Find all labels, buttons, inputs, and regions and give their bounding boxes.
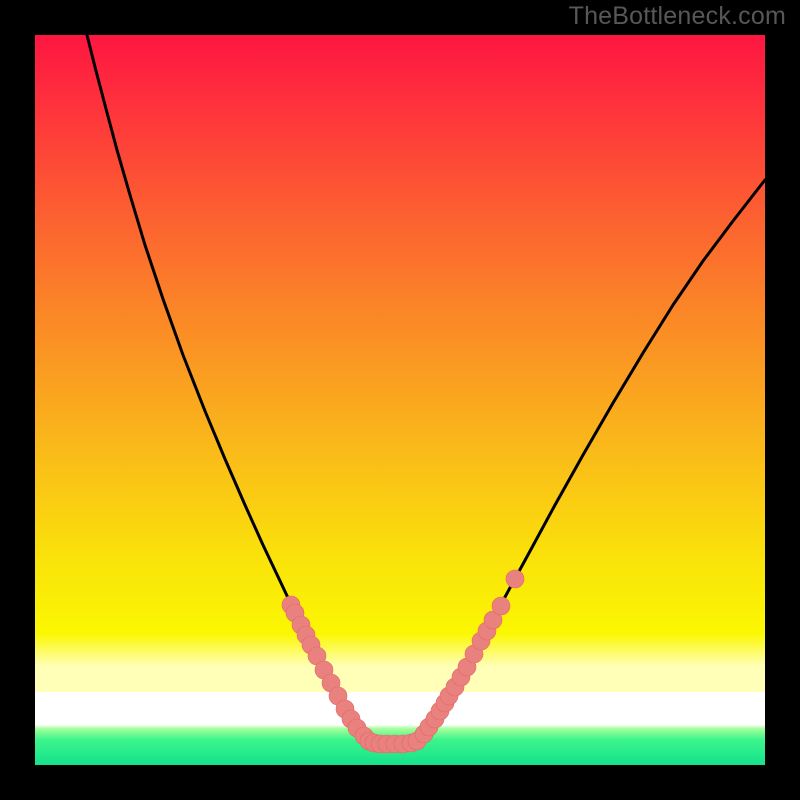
data-marker bbox=[492, 597, 510, 615]
marker-layer bbox=[282, 570, 524, 753]
plot-area bbox=[35, 35, 765, 765]
data-marker bbox=[506, 570, 524, 588]
curve-layer bbox=[87, 35, 765, 744]
chart-svg bbox=[35, 35, 765, 765]
chart-root: TheBottleneck.com bbox=[0, 0, 800, 800]
watermark-text: TheBottleneck.com bbox=[569, 2, 786, 31]
curve-left bbox=[87, 35, 369, 741]
